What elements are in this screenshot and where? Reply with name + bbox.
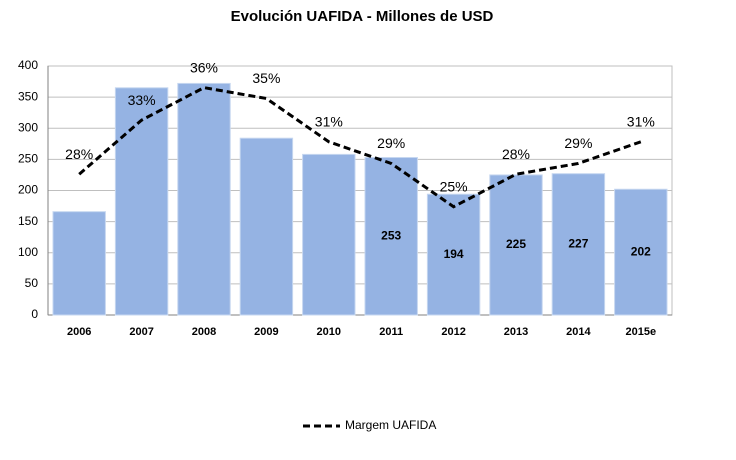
x-tick-label: 2009 bbox=[254, 326, 278, 338]
y-tick-label: 250 bbox=[18, 152, 38, 166]
y-tick-label: 150 bbox=[18, 214, 38, 228]
chart-title: Evolución UAFIDA - Millones de USD bbox=[231, 8, 494, 25]
bar bbox=[551, 173, 606, 316]
x-tick-label: 2007 bbox=[129, 326, 153, 338]
x-tick-label: 2015e bbox=[626, 326, 657, 338]
line-value-label: 25% bbox=[440, 178, 468, 194]
bar-value-label: 253 bbox=[381, 228, 401, 242]
line-value-label: 31% bbox=[627, 113, 655, 129]
line-value-label: 29% bbox=[564, 135, 592, 151]
y-tick-label: 400 bbox=[18, 58, 38, 72]
x-tick-label: 2010 bbox=[317, 326, 341, 338]
x-tick-label: 2006 bbox=[67, 326, 91, 338]
bar bbox=[114, 87, 169, 316]
line-value-label: 28% bbox=[502, 146, 530, 162]
bar-value-label: 227 bbox=[568, 237, 588, 251]
bar bbox=[364, 157, 418, 316]
line-value-label: 35% bbox=[252, 70, 280, 86]
y-tick-label: 300 bbox=[18, 120, 38, 134]
line-value-label: 28% bbox=[65, 146, 93, 162]
y-tick-label: 200 bbox=[18, 183, 38, 197]
x-tick-label: 2012 bbox=[441, 326, 465, 338]
x-tick-label: 2014 bbox=[566, 326, 591, 338]
bar bbox=[614, 188, 668, 316]
bar bbox=[52, 211, 106, 316]
y-tick-label: 100 bbox=[18, 245, 38, 259]
bar bbox=[426, 193, 481, 316]
legend-label: Margem UAFIDA bbox=[345, 418, 436, 432]
bar bbox=[177, 82, 231, 316]
x-tick-label: 2011 bbox=[379, 326, 403, 338]
bar-value-label: 225 bbox=[506, 237, 526, 251]
line-value-label: 33% bbox=[128, 92, 156, 108]
line-value-label: 31% bbox=[315, 113, 343, 129]
y-tick-label: 50 bbox=[25, 276, 39, 290]
x-tick-label: 2008 bbox=[192, 326, 216, 338]
bar bbox=[239, 137, 294, 316]
line-value-label: 36% bbox=[190, 59, 218, 75]
line-value-label: 29% bbox=[377, 135, 405, 151]
x-tick-label: 2013 bbox=[504, 326, 528, 338]
bar-value-label: 194 bbox=[444, 247, 464, 261]
y-tick-label: 350 bbox=[18, 89, 38, 103]
bar-value-label: 202 bbox=[631, 244, 651, 258]
y-tick-label: 0 bbox=[31, 307, 38, 321]
bar bbox=[489, 174, 543, 316]
line bbox=[78, 86, 642, 209]
bar bbox=[302, 153, 356, 316]
